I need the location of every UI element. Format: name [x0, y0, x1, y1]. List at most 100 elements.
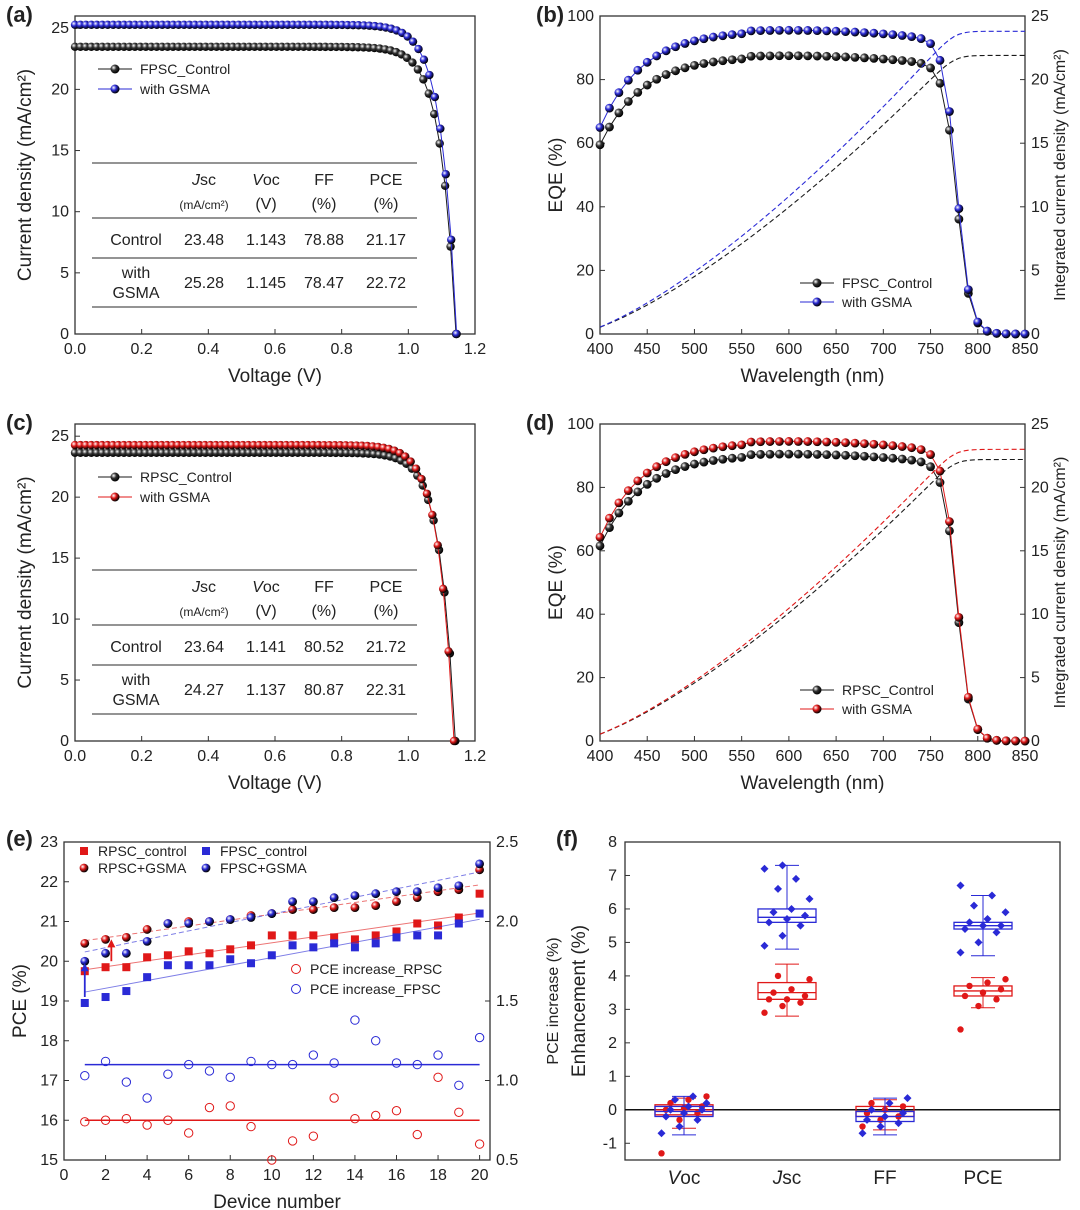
point-FPSC_control — [267, 951, 276, 960]
eqe-point-blue — [775, 25, 784, 35]
data-point-red — [765, 996, 773, 1003]
y-tick-label: 2 — [608, 1035, 617, 1052]
data-point-red — [859, 1123, 866, 1130]
data-point-blue — [671, 1095, 679, 1104]
x-tick-label: 0.0 — [64, 341, 86, 358]
eqe-point-blue — [784, 25, 794, 35]
y-tick-label: 5 — [60, 265, 69, 282]
eqe-point-blue — [812, 26, 822, 36]
data-point-blue — [680, 1109, 688, 1118]
point-FPSC_control — [330, 939, 339, 948]
point-RPSC+GSMA — [392, 897, 401, 907]
data-point-red — [797, 999, 804, 1006]
eqe-point-black — [784, 51, 794, 61]
data-point-blue — [765, 918, 773, 927]
data-point-blue — [666, 1105, 675, 1114]
jv-point-black — [430, 109, 439, 119]
point-FPSC_control — [184, 961, 193, 970]
legend-marker — [812, 704, 822, 714]
eqe-point-blue — [699, 34, 709, 44]
data-point-blue — [774, 884, 782, 893]
table-unit: (%) — [374, 196, 399, 213]
x-tick-label: 16 — [388, 1167, 406, 1184]
y2-tick-label: 5 — [1031, 670, 1040, 687]
legend-label: FPSC_control — [220, 843, 307, 859]
x-tick-label: 2 — [101, 1167, 110, 1184]
legend-marker — [812, 278, 822, 288]
point-PCE increase_FPSC — [246, 1056, 256, 1067]
y2-tick-label: 20 — [1031, 479, 1049, 496]
eqe-point-black — [935, 78, 945, 88]
eqe-point-red — [860, 439, 869, 449]
data-point-blue — [702, 1099, 711, 1108]
point-FPSC+GSMA — [121, 948, 131, 958]
table-unit: (V) — [255, 603, 276, 620]
point-RPSC+GSMA — [142, 925, 152, 934]
eqe-point-black — [756, 51, 765, 61]
point-FPSC_control — [80, 998, 89, 1007]
x-tick-label: 0.6 — [264, 748, 286, 765]
x-tick-label: 4 — [143, 1167, 152, 1184]
point-FPSC_control — [143, 973, 152, 982]
point-PCE increase_FPSC — [433, 1050, 443, 1060]
point-PCE increase_RPSC — [121, 1113, 132, 1124]
point-RPSC_control — [143, 953, 152, 962]
y-tick-label: 17 — [40, 1073, 58, 1090]
category-rest: sc — [782, 1168, 801, 1189]
data-point-blue — [965, 918, 974, 927]
eqe-point-red — [727, 441, 737, 451]
y-tick-label: 0 — [60, 733, 69, 750]
eqe-point-black — [633, 487, 643, 497]
eqe-point-blue — [860, 28, 869, 37]
data-point-blue — [769, 908, 778, 917]
category-label: FF — [873, 1168, 896, 1189]
y-tick-label: 20 — [576, 262, 594, 279]
y-tick-label: 21 — [40, 914, 58, 931]
table-header: FF — [314, 172, 334, 189]
eqe-point-red — [595, 532, 605, 542]
eqe-point-black — [595, 140, 605, 150]
eqe-point-blue — [1011, 329, 1020, 339]
point-PCE increase_RPSC — [329, 1093, 339, 1103]
eqe-curve-blue — [599, 29, 1026, 335]
data-point-blue — [997, 921, 1005, 930]
x-tick-label: 14 — [346, 1167, 364, 1184]
data-point-red — [975, 1002, 982, 1010]
eqe-point-red — [746, 437, 756, 447]
point-FPSC+GSMA — [308, 897, 318, 907]
x-tick-label: 450 — [634, 341, 661, 358]
jv-point-red — [449, 736, 459, 746]
point-FPSC_control — [205, 961, 214, 970]
eqe-point-red — [973, 724, 983, 734]
jv-point-black — [419, 75, 428, 84]
table-cell: 21.17 — [366, 232, 406, 249]
eqe-point-blue — [605, 103, 614, 113]
point-FPSC+GSMA — [80, 956, 90, 966]
point-FPSC_control — [101, 993, 110, 1002]
eqe-point-blue — [727, 30, 737, 40]
plot-frame — [599, 15, 1026, 335]
point-PCE increase_RPSC — [287, 1136, 298, 1146]
table-header-rest: oc — [263, 579, 280, 596]
eqe-point-blue — [595, 123, 605, 132]
y-tick-label: 25 — [51, 428, 69, 445]
point-RPSC_control — [101, 963, 110, 972]
plot-frame — [599, 423, 1026, 742]
table-header-rest: oc — [263, 172, 280, 189]
panel-c-jv-rpsc: 0.0 0.2 0.4 0.6 0.8 1.0 1.2 0 5 10 15 20 25 Voltage (… — [15, 423, 486, 794]
legend-marker — [202, 847, 210, 855]
point-RPSC_control — [392, 927, 401, 936]
x-tick-label: 450 — [634, 748, 661, 765]
data-point-blue — [894, 1119, 903, 1128]
data-point-blue — [760, 864, 769, 873]
y-tick-label: 40 — [576, 606, 594, 623]
eqe-point-black — [680, 63, 690, 73]
data-point-blue — [867, 1105, 876, 1114]
table-unit: (%) — [312, 196, 337, 213]
y2-tick-label: 5 — [1031, 262, 1040, 279]
jv-point-blue — [425, 70, 434, 80]
eqe-point-black — [708, 456, 718, 465]
eqe-point-black — [869, 452, 879, 462]
eqe-point-blue — [680, 39, 690, 48]
eqe-point-blue — [878, 29, 888, 39]
